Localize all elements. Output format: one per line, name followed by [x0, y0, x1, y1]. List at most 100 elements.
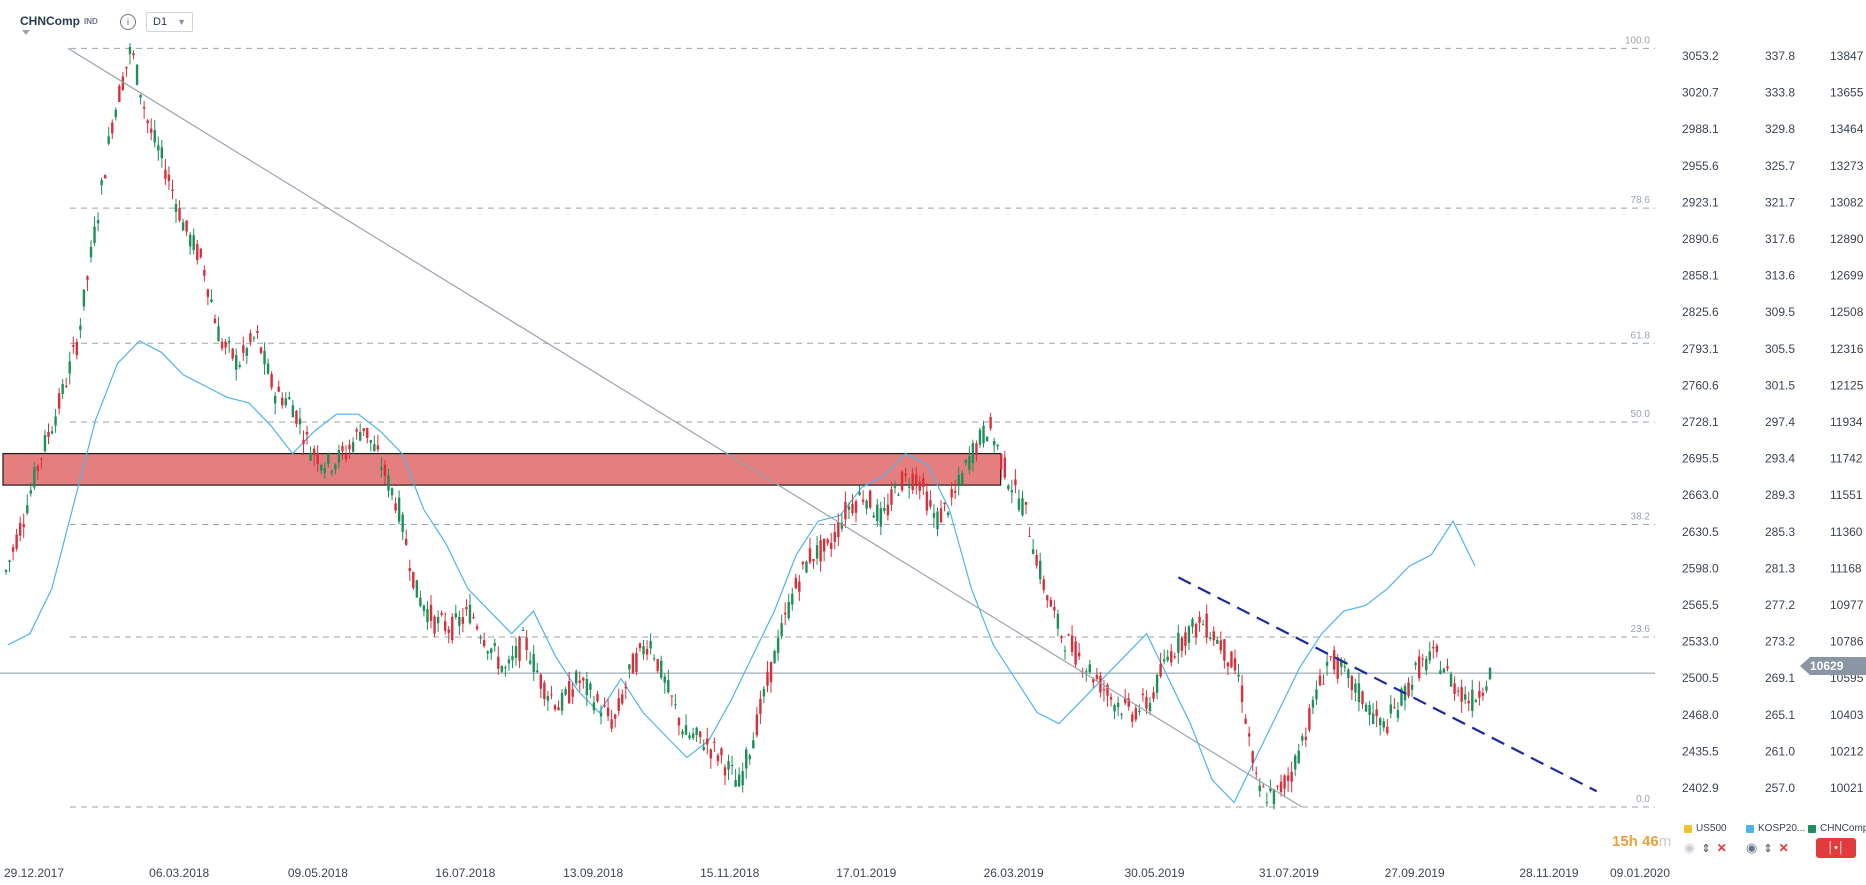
candle-body [670, 695, 674, 697]
reorder-icon[interactable]: ⇕ [1701, 842, 1711, 855]
candle-body [996, 445, 999, 447]
candle-body [897, 494, 900, 496]
candle-body [1368, 704, 1371, 716]
candle-body [1049, 599, 1053, 607]
candle-body [1056, 613, 1060, 629]
candle-body [582, 677, 585, 681]
candle-body [1127, 698, 1130, 707]
candle-body [1297, 750, 1300, 764]
candle-body [1421, 658, 1424, 660]
candle-body [1145, 696, 1148, 709]
candle-body [1329, 656, 1332, 658]
candle-body [929, 500, 932, 507]
candle-body [1109, 697, 1113, 700]
candle-body [1265, 802, 1269, 804]
candle-body [730, 764, 734, 766]
candle-body [1205, 613, 1208, 638]
candle-body [107, 136, 110, 144]
candle-body [1283, 775, 1286, 789]
x-tick-label: 09.01.2020 [1610, 866, 1670, 880]
candle-body [146, 120, 149, 124]
candle-body [1106, 684, 1109, 696]
candle-body [684, 725, 688, 735]
candle-body [419, 597, 422, 607]
legend-controls-us500: ◉ ⇕ ✕ [1684, 840, 1727, 856]
eye-icon[interactable]: ◉ [1746, 840, 1758, 855]
timeframe-select[interactable]: D1 ▼ [146, 12, 193, 32]
candle-body [242, 345, 245, 353]
candle-body [702, 746, 705, 750]
candle-body [160, 147, 164, 159]
candle-body [631, 653, 635, 674]
candle-body [589, 683, 592, 690]
candle-body [305, 432, 309, 435]
chevron-down-icon: ▼ [177, 17, 186, 27]
candle-body [713, 741, 716, 744]
candle-body [1138, 710, 1141, 712]
y-tick-label: 10212 [1830, 744, 1864, 758]
candle-body [1301, 736, 1304, 741]
candle-body [443, 621, 447, 631]
instrument-type-badge: IND [84, 16, 98, 26]
candle-body [213, 318, 217, 324]
candle-body [447, 629, 450, 633]
candle-body [1000, 453, 1003, 470]
eye-icon[interactable]: ◉ [1684, 840, 1696, 855]
candle-body [1088, 664, 1091, 673]
candle-body [745, 749, 748, 769]
candle-body [1102, 689, 1106, 691]
candle-body [773, 650, 776, 664]
close-icon[interactable]: ✕ [1716, 841, 1727, 855]
candle-body [465, 607, 468, 610]
symbol-name[interactable]: CHNComp [20, 14, 80, 28]
candle-body [1003, 457, 1006, 478]
candle-body [1046, 595, 1049, 601]
info-icon[interactable]: i [120, 14, 136, 30]
candle-body [320, 464, 323, 471]
candle-body [968, 456, 971, 470]
candle-body [387, 475, 390, 491]
candle-body [281, 397, 284, 406]
candle-body [302, 439, 305, 445]
candle-body [1007, 485, 1010, 490]
candle-body [125, 66, 128, 69]
candle-body [309, 453, 312, 461]
candle-body [1464, 694, 1467, 700]
candle-body [511, 655, 514, 661]
candle-body [1276, 785, 1279, 787]
chncomp-options-button[interactable]: │•│ [1816, 838, 1856, 858]
candle-body [787, 602, 790, 619]
candle-body [380, 467, 383, 470]
reorder-icon[interactable]: ⇕ [1763, 842, 1773, 855]
candle-body [412, 571, 415, 588]
candle-body [709, 749, 713, 759]
y-tick-label: 2890.6 [1682, 232, 1719, 246]
y-tick-label: 2402.9 [1682, 781, 1719, 795]
candle-body [706, 738, 709, 745]
close-icon[interactable]: ✕ [1778, 841, 1789, 855]
candle-body [4, 570, 8, 573]
collapse-caret-icon[interactable] [22, 30, 30, 35]
candle-body [217, 326, 220, 342]
legend-item-chncomp[interactable]: CHNComp... [1808, 823, 1866, 834]
candle-body [575, 671, 578, 684]
candle-body [1347, 669, 1350, 678]
legend-item-us500[interactable]: US500 [1684, 823, 1727, 834]
candle-body [1095, 674, 1099, 679]
candle-body [150, 128, 153, 133]
candle-body [1014, 479, 1017, 486]
candle-body [1488, 667, 1492, 679]
legend-item-kospi[interactable]: KOSP20... [1746, 823, 1805, 834]
y-tick-label: 11742 [1830, 452, 1863, 466]
y-tick-label: 321.7 [1765, 195, 1795, 209]
candle-body [861, 499, 865, 502]
candle-body [68, 361, 71, 374]
candle-body [1031, 549, 1035, 555]
candle-body [1134, 708, 1138, 720]
candle-body [135, 64, 139, 85]
candle-body [11, 547, 15, 552]
y-tick-label: 2988.1 [1682, 122, 1719, 136]
candle-body [1294, 755, 1297, 770]
candle-body [801, 561, 805, 565]
